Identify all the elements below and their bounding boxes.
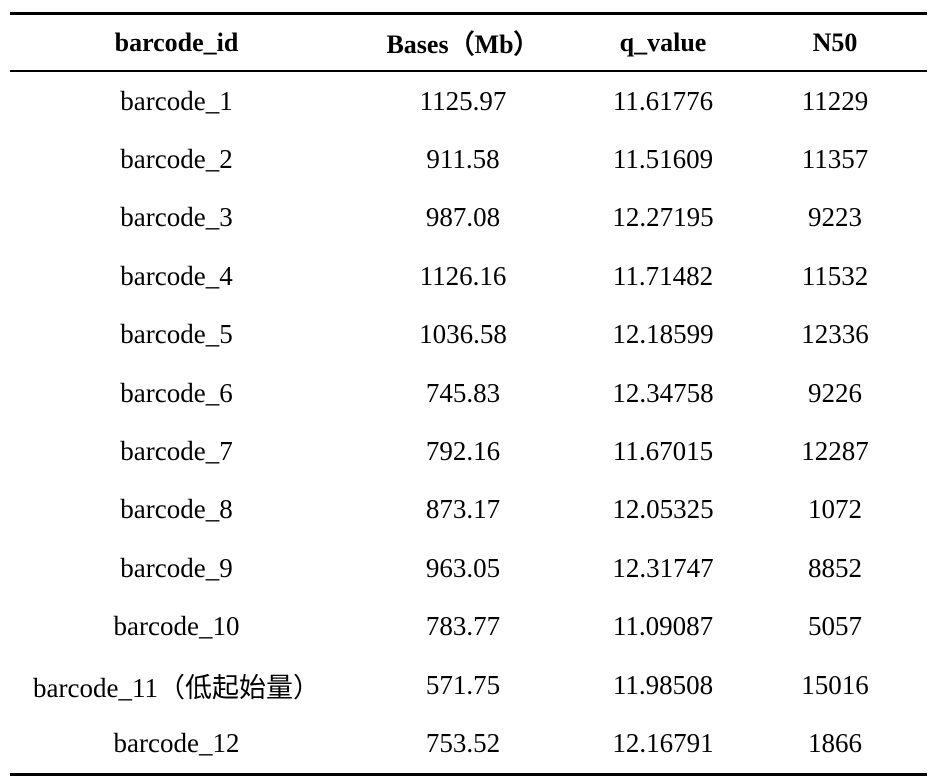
- barcode-id-cell: barcode_3: [120, 202, 233, 233]
- q-value-cell: 11.67015: [612, 436, 714, 467]
- barcode-stats-table: barcode_id Bases（Mb） q_value N50 barcode…: [10, 12, 927, 776]
- q-value-cell: 11.98508: [612, 669, 714, 700]
- barcode-id-cell: barcode_5: [120, 319, 233, 350]
- barcode-id-cell: barcode_10: [113, 611, 240, 642]
- n50-cell: 8852: [808, 552, 862, 583]
- bases-cell: 783.77: [425, 611, 501, 642]
- barcode-id-cell: barcode_11（低起始量）: [33, 672, 320, 703]
- q-value-cell: 12.27195: [612, 202, 714, 233]
- table-row: barcode_10 783.77 11.09087 5057: [10, 598, 927, 656]
- table-row: barcode_1 1125.97 11.61776 11229: [10, 71, 927, 130]
- header-q-value: q_value: [619, 27, 707, 57]
- header-n50: N50: [812, 27, 858, 57]
- n50-cell: 5057: [808, 611, 862, 642]
- bases-cell: 571.75: [425, 669, 501, 700]
- table-row: barcode_6 745.83 12.34758 9226: [10, 364, 927, 422]
- header-barcode-id: barcode_id: [114, 27, 239, 57]
- q-value-cell: 12.05325: [612, 494, 714, 525]
- table-body: barcode_1 1125.97 11.61776 11229 barcode_2 91…: [10, 71, 927, 775]
- q-value-cell: 12.34758: [612, 377, 714, 408]
- barcode-id-cell: barcode_9: [120, 552, 233, 583]
- bases-cell: 745.83: [425, 377, 501, 408]
- bases-cell: 1036.58: [419, 319, 507, 350]
- n50-cell: 11357: [801, 144, 869, 175]
- header-bases-mb: Bases（Mb）: [386, 30, 540, 59]
- bases-cell: 1125.97: [419, 85, 507, 116]
- barcode-id-cell: barcode_4: [120, 260, 233, 291]
- q-value-cell: 11.61776: [612, 85, 714, 116]
- n50-cell: 9223: [808, 202, 862, 233]
- table-row: barcode_9 963.05 12.31747 8852: [10, 539, 927, 597]
- bases-cell: 873.17: [425, 494, 501, 525]
- bases-cell: 987.08: [425, 202, 501, 233]
- table-row: barcode_3 987.08 12.27195 9223: [10, 189, 927, 247]
- bases-cell: 792.16: [425, 436, 501, 467]
- table-row: barcode_7 792.16 11.67015 12287: [10, 422, 927, 480]
- table-row: barcode_8 873.17 12.05325 1072: [10, 481, 927, 539]
- table-row: barcode_5 1036.58 12.18599 12336: [10, 306, 927, 364]
- bases-cell: 1126.16: [419, 260, 507, 291]
- barcode-id-cell: barcode_6: [120, 377, 233, 408]
- table-row: barcode_12 753.52 12.16791 1866: [10, 714, 927, 775]
- n50-cell: 12287: [801, 436, 869, 467]
- barcode-id-cell: barcode_1: [120, 85, 233, 116]
- bases-cell: 753.52: [425, 727, 501, 758]
- q-value-cell: 12.31747: [612, 552, 714, 583]
- q-value-cell: 11.09087: [612, 611, 714, 642]
- n50-cell: 11532: [801, 260, 869, 291]
- q-value-cell: 11.51609: [612, 144, 714, 175]
- bases-cell: 963.05: [425, 552, 501, 583]
- table-row: barcode_11（低起始量） 571.75 11.98508 15016: [10, 656, 927, 714]
- barcode-id-cell: barcode_2: [120, 144, 233, 175]
- bases-cell: 911.58: [426, 144, 500, 175]
- table-row: barcode_4 1126.16 11.71482 11532: [10, 247, 927, 305]
- data-table-container: barcode_id Bases（Mb） q_value N50 barcode…: [10, 12, 927, 776]
- q-value-cell: 12.18599: [612, 319, 714, 350]
- n50-cell: 1072: [808, 494, 862, 525]
- header-row: barcode_id Bases（Mb） q_value N50: [10, 13, 927, 71]
- n50-cell: 9226: [808, 377, 862, 408]
- n50-cell: 11229: [801, 85, 869, 116]
- barcode-id-cell: barcode_12: [113, 727, 240, 758]
- n50-cell: 15016: [801, 669, 869, 700]
- barcode-id-cell: barcode_7: [120, 436, 233, 467]
- q-value-cell: 11.71482: [612, 260, 714, 291]
- n50-cell: 12336: [801, 319, 869, 350]
- n50-cell: 1866: [808, 727, 862, 758]
- table-header: barcode_id Bases（Mb） q_value N50: [10, 13, 927, 71]
- barcode-id-cell: barcode_8: [120, 494, 233, 525]
- table-row: barcode_2 911.58 11.51609 11357: [10, 130, 927, 188]
- q-value-cell: 12.16791: [612, 727, 714, 758]
